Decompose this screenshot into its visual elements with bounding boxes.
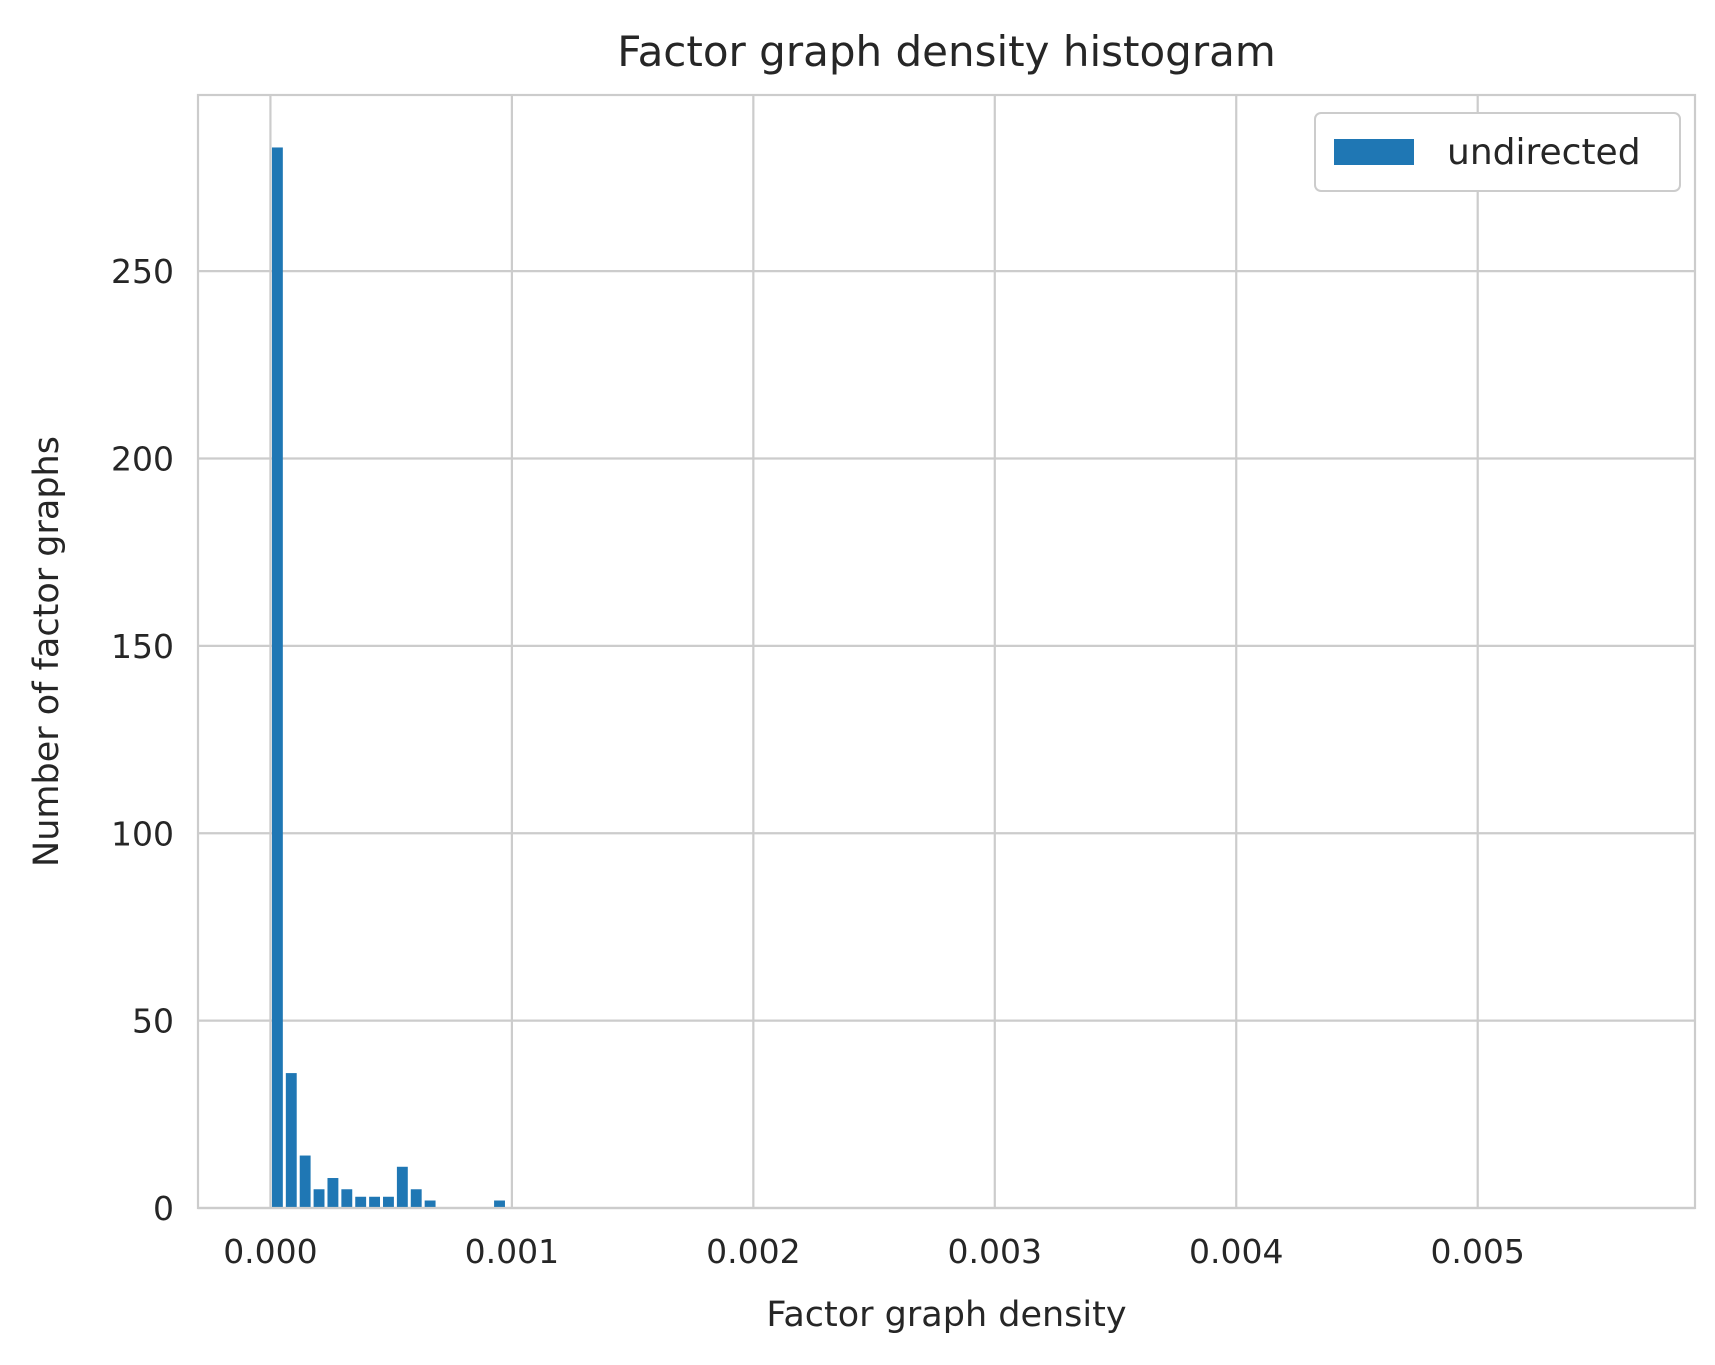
bars [271,147,505,1209]
legend-swatch [1334,139,1414,165]
x-tick-label: 0.001 [465,1232,559,1271]
histogram-bar [271,147,283,1209]
histogram-bar [299,1155,311,1208]
y-tick-label: 150 [111,627,174,666]
x-tick-label: 0.003 [948,1232,1042,1271]
chart-title: Factor graph density histogram [617,27,1275,76]
x-tick-label: 0.000 [223,1232,317,1271]
histogram-bar [285,1073,297,1208]
histogram-bar [369,1196,381,1208]
y-tick-label: 50 [132,1002,174,1041]
plot-frame [196,93,1697,1210]
histogram-bar [494,1200,505,1208]
legend: undirected [1314,112,1681,192]
grid-lines [198,95,1695,1210]
y-tick-labels: 0 50 100 150 200 250 [111,252,174,1228]
histogram-bar [424,1200,436,1208]
histogram-bar [410,1189,422,1208]
histogram-bar [396,1166,408,1208]
histogram-bar [327,1178,339,1208]
y-axis-label: Number of factor graphs [27,436,67,867]
histogram-bar [341,1189,353,1208]
x-axis-label: Factor graph density [766,1295,1126,1335]
histogram-bar [313,1189,325,1208]
legend-box [1314,112,1681,192]
histogram-bar [355,1196,367,1208]
y-tick-label: 0 [153,1189,174,1228]
x-tick-labels: 0.000 0.001 0.002 0.003 0.004 0.005 [223,1232,1525,1271]
x-tick-label: 0.004 [1189,1232,1283,1271]
y-tick-label: 100 [111,814,174,853]
legend-entry-undirected: undirected [1447,132,1641,173]
y-tick-label: 250 [111,252,174,291]
histogram-bar [383,1196,394,1208]
x-tick-label: 0.005 [1430,1232,1524,1271]
y-tick-label: 200 [111,440,174,479]
x-tick-label: 0.002 [706,1232,800,1271]
